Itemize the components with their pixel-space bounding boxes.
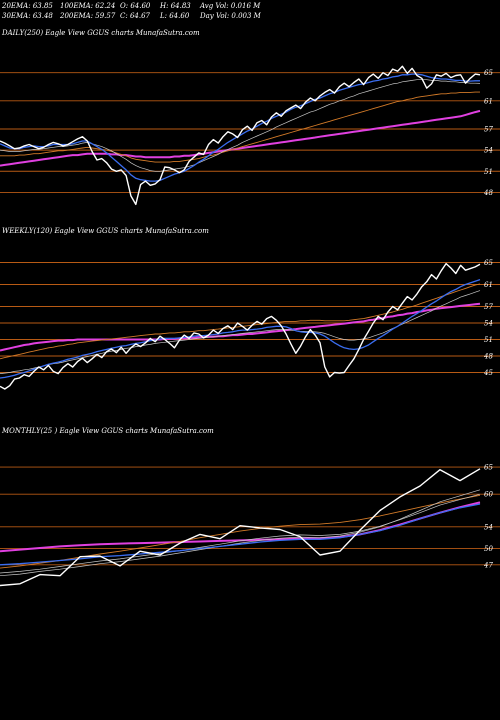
weekly-y-tick-label: 57	[484, 303, 493, 311]
daily-ema-long-line	[0, 109, 481, 167]
stat-close: C: 64.67	[120, 12, 151, 20]
daily-price-line	[0, 65, 481, 206]
daily-price-levels	[0, 72, 500, 193]
daily-ema-mid-line	[0, 79, 481, 172]
monthly-ema-short-line	[0, 503, 481, 566]
stat-100ema: 100EMA: 62.24	[60, 2, 115, 10]
weekly-price-levels	[0, 262, 500, 373]
weekly-y-tick-label: 45	[483, 369, 493, 377]
daily-ema-orange-line	[0, 91, 480, 163]
daily-y-tick-label: 65	[484, 69, 493, 77]
weekly-price-line	[0, 262, 481, 390]
stat-open: O: 64.60	[120, 2, 151, 10]
monthly-price-line	[0, 468, 481, 587]
stat-20ema: 20EMA: 63.85	[1, 2, 53, 10]
stat-avg-vol: Avg Vol: 0.016 M	[199, 2, 261, 10]
header-stats: 20EMA: 63.85 100EMA: 62.24 O: 64.60 H: 6…	[1, 2, 262, 20]
monthly-ema-mid-line	[0, 493, 481, 574]
daily-chart-title: DAILY(250) Eagle View GGUS charts Munafa…	[1, 29, 200, 37]
monthly-ema-mid-line	[0, 489, 481, 577]
monthly-chart-panel: MONTHLY(25 ) Eagle View GGUS charts Muna…	[0, 427, 500, 587]
daily-ema-short-line	[0, 73, 480, 182]
daily-chart-panel: DAILY(250) Eagle View GGUS charts Munafa…	[0, 29, 500, 206]
weekly-y-tick-label: 54	[484, 320, 493, 328]
daily-y-tick-label: 54	[484, 147, 493, 155]
daily-y-tick-label: 51	[484, 168, 493, 176]
weekly-y-tick-label: 51	[484, 336, 493, 344]
daily-y-tick-label: 61	[484, 97, 493, 105]
daily-y-tick-label: 57	[484, 126, 493, 134]
monthly-y-tick-label: 54	[484, 523, 493, 531]
monthly-y-tick-label: 47	[483, 561, 493, 569]
weekly-chart-panel: WEEKLY(120) Eagle View GGUS charts Munaf…	[0, 227, 500, 390]
weekly-y-tick-label: 65	[484, 259, 493, 267]
stat-high: H: 64.83	[159, 2, 191, 10]
monthly-price-levels	[0, 466, 500, 566]
weekly-chart-title: WEEKLY(120) Eagle View GGUS charts Munaf…	[2, 227, 209, 235]
weekly-ema-long-line	[0, 302, 481, 352]
monthly-y-tick-label: 50	[484, 545, 493, 553]
stat-30ema: 30EMA: 63.48	[2, 12, 53, 20]
weekly-y-tick-label: 61	[484, 281, 493, 289]
stat-day-vol: Day Vol: 0.003 M	[199, 12, 262, 20]
weekly-y-tick-label: 48	[483, 353, 493, 361]
daily-y-tick-label: 48	[483, 189, 493, 197]
weekly-ema-orange-line	[0, 283, 481, 360]
monthly-y-tick-label: 60	[484, 491, 493, 499]
stat-200ema: 200EMA: 59.57	[59, 12, 116, 20]
monthly-y-tick-label: 65	[484, 464, 493, 472]
weekly-ema-short-line	[0, 278, 481, 379]
monthly-chart-title: MONTHLY(25 ) Eagle View GGUS charts Muna…	[1, 427, 214, 435]
stat-low: L: 64.60	[159, 12, 190, 20]
